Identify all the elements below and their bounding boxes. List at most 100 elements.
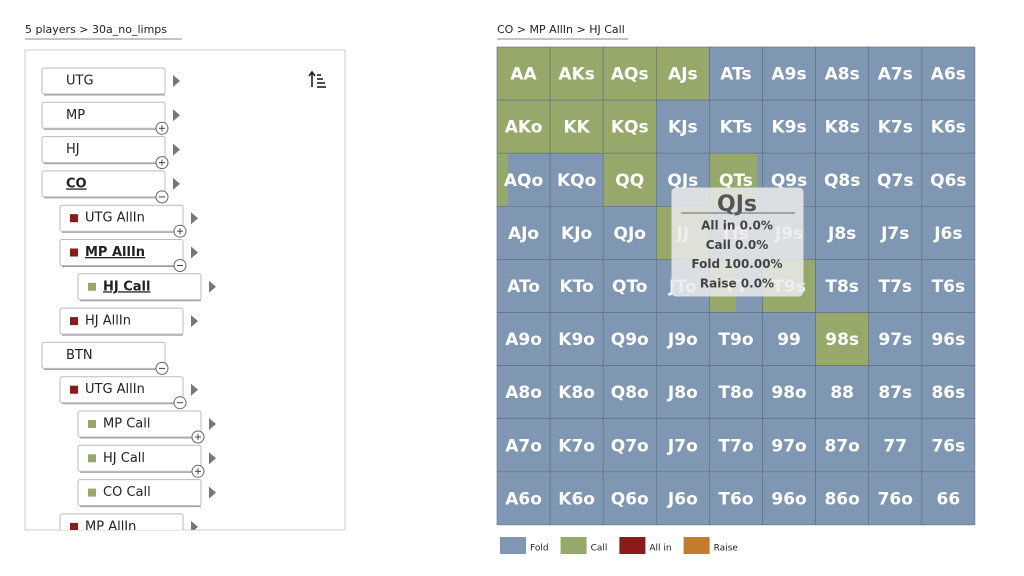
node-box[interactable] bbox=[41, 136, 166, 164]
hand-cell[interactable]: A6s bbox=[921, 46, 976, 101]
hand-cell[interactable]: A8s bbox=[815, 46, 869, 101]
hand-cell[interactable]: K8s bbox=[815, 99, 869, 154]
hand-cell[interactable]: 86s bbox=[921, 365, 976, 420]
hand-cell[interactable]: T6s bbox=[921, 259, 976, 313]
hand-cell[interactable]: T9o bbox=[709, 312, 763, 366]
node-toggle[interactable] bbox=[174, 534, 186, 546]
node-arrow[interactable] bbox=[173, 177, 180, 190]
node-box[interactable] bbox=[41, 67, 166, 95]
hand-cell[interactable]: 97s bbox=[868, 312, 923, 366]
tree-node[interactable]: MP AllIn bbox=[59, 239, 198, 272]
hand-cell[interactable]: 98s bbox=[815, 312, 869, 366]
hand-cell[interactable]: A9o bbox=[496, 312, 551, 366]
tree-node[interactable]: MP AllIn bbox=[59, 513, 198, 546]
hand-cell[interactable]: 99 bbox=[762, 312, 816, 366]
hand-cell[interactable]: K6o bbox=[549, 471, 604, 526]
hand-cell[interactable]: T8s bbox=[815, 259, 869, 313]
node-arrow[interactable] bbox=[209, 452, 216, 465]
hand-cell[interactable]: KTo bbox=[549, 259, 604, 313]
tree-node[interactable]: HJ AllIn bbox=[59, 307, 198, 336]
node-arrow[interactable] bbox=[191, 383, 198, 396]
tree-node[interactable]: CO bbox=[41, 170, 180, 204]
hand-cell[interactable]: T6o bbox=[709, 471, 763, 526]
node-arrow[interactable] bbox=[173, 143, 180, 156]
hand-cell[interactable]: T7s bbox=[868, 259, 923, 313]
hand-cell[interactable]: J8s bbox=[815, 206, 869, 260]
node-arrow[interactable] bbox=[173, 75, 180, 87]
hand-cell[interactable]: KTs bbox=[709, 99, 763, 154]
hand-cell[interactable]: 96s bbox=[921, 312, 976, 366]
node-box[interactable] bbox=[59, 204, 184, 232]
node-arrow[interactable] bbox=[209, 280, 216, 293]
node-arrow[interactable] bbox=[173, 109, 180, 122]
hand-cell[interactable]: Q7s bbox=[868, 152, 923, 207]
node-box[interactable] bbox=[59, 307, 184, 335]
hand-cell[interactable]: Q7o bbox=[602, 418, 657, 473]
hand-cell[interactable]: ATs bbox=[709, 46, 763, 101]
hand-cell[interactable]: K7s bbox=[868, 99, 923, 154]
hand-cell[interactable]: J6o bbox=[655, 471, 710, 526]
hand-cell[interactable]: K9o bbox=[549, 312, 604, 366]
hand-cell[interactable]: J9o bbox=[655, 312, 710, 366]
hand-cell[interactable]: 87o bbox=[815, 418, 869, 473]
hand-cell[interactable]: 66 bbox=[921, 471, 976, 526]
hand-cell[interactable]: 98o bbox=[762, 365, 816, 420]
hand-cell[interactable]: AQo bbox=[496, 152, 551, 207]
hand-cell[interactable]: AA bbox=[496, 46, 551, 101]
node-box[interactable] bbox=[77, 479, 202, 507]
node-box[interactable] bbox=[59, 513, 184, 540]
sort-icon[interactable] bbox=[308, 70, 326, 88]
hand-cell[interactable]: AJo bbox=[496, 206, 551, 260]
hand-cell[interactable]: QTo bbox=[602, 259, 657, 313]
node-box[interactable] bbox=[77, 410, 202, 438]
tree-node[interactable]: UTG AllIn bbox=[59, 376, 198, 410]
hand-cell[interactable]: 77 bbox=[868, 418, 923, 473]
tree-node[interactable]: UTG bbox=[41, 67, 180, 96]
node-box[interactable] bbox=[41, 101, 166, 129]
hand-cell[interactable]: AKs bbox=[549, 46, 604, 101]
hand-cell[interactable]: QJo bbox=[602, 206, 657, 260]
hand-cell[interactable]: KK bbox=[549, 99, 604, 154]
hand-cell[interactable]: AJs bbox=[655, 46, 710, 101]
node-box[interactable] bbox=[77, 273, 202, 301]
hand-cell[interactable]: KQo bbox=[549, 152, 604, 207]
hand-cell[interactable]: AKo bbox=[496, 99, 551, 154]
hand-cell[interactable]: K7o bbox=[549, 418, 604, 473]
node-arrow[interactable] bbox=[191, 520, 198, 533]
hand-cell[interactable]: K9s bbox=[762, 99, 816, 154]
hand-cell[interactable]: J7s bbox=[868, 206, 923, 260]
hand-cell[interactable]: A6o bbox=[496, 471, 551, 526]
hand-cell[interactable]: K6s bbox=[921, 99, 976, 154]
node-arrow[interactable] bbox=[209, 486, 216, 499]
hand-cell[interactable]: Q9o bbox=[602, 312, 657, 366]
node-box[interactable] bbox=[41, 170, 166, 198]
hand-cell[interactable]: T8o bbox=[709, 365, 763, 420]
tree-node[interactable]: CO Call bbox=[77, 479, 216, 508]
hand-cell[interactable]: Q8o bbox=[602, 365, 657, 420]
hand-cell[interactable]: AQs bbox=[602, 46, 657, 101]
hand-cell[interactable]: J8o bbox=[655, 365, 710, 420]
hand-cell[interactable]: 87s bbox=[868, 365, 923, 420]
hand-cell[interactable]: QQ bbox=[602, 152, 657, 207]
node-arrow[interactable] bbox=[191, 212, 198, 225]
node-arrow[interactable] bbox=[191, 246, 198, 259]
hand-cell[interactable]: Q8s bbox=[815, 152, 869, 207]
hand-cell[interactable]: 97o bbox=[762, 418, 816, 473]
node-box[interactable] bbox=[59, 239, 184, 266]
hand-cell[interactable]: Q6s bbox=[921, 152, 976, 207]
hand-cell[interactable]: 86o bbox=[815, 471, 869, 526]
hand-cell[interactable]: J7o bbox=[655, 418, 710, 473]
hand-cell[interactable]: ATo bbox=[496, 259, 551, 313]
hand-cell[interactable]: KQs bbox=[602, 99, 657, 154]
node-box[interactable] bbox=[77, 444, 202, 472]
hand-cell[interactable]: KJo bbox=[549, 206, 604, 260]
hand-cell[interactable]: T7o bbox=[709, 418, 763, 473]
hand-cell[interactable]: 76o bbox=[868, 471, 923, 526]
hand-cell[interactable]: K8o bbox=[549, 365, 604, 420]
node-arrow[interactable] bbox=[191, 315, 198, 328]
node-box[interactable] bbox=[59, 376, 184, 404]
tree-node[interactable]: UTG AllIn bbox=[59, 204, 198, 238]
node-arrow[interactable] bbox=[209, 418, 216, 430]
hand-cell[interactable]: KJs bbox=[655, 99, 710, 154]
tree-node[interactable]: HJ bbox=[41, 136, 180, 170]
